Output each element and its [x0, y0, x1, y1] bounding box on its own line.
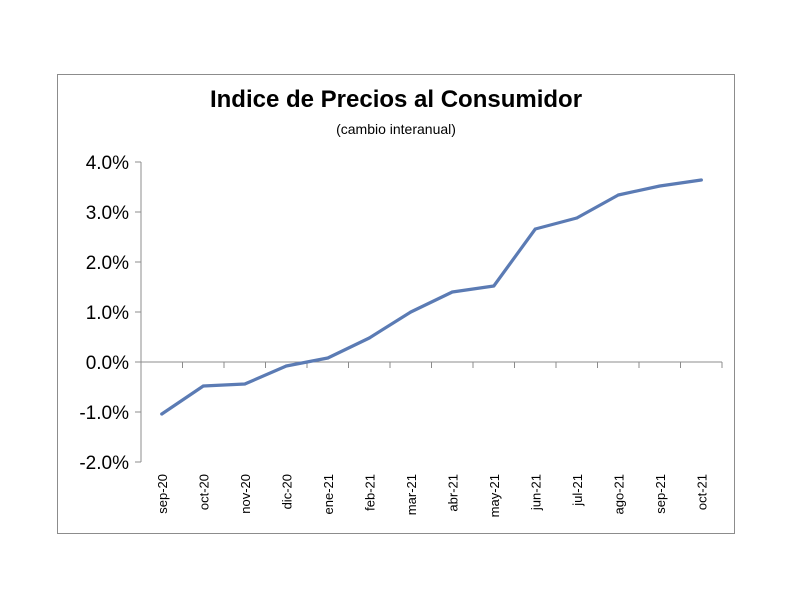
x-tick-label: abr-21 [445, 474, 460, 512]
data-point [160, 412, 164, 416]
data-point [492, 284, 496, 288]
data-point [699, 178, 703, 182]
data-point [367, 336, 371, 340]
data-point [616, 193, 620, 197]
y-tick-label: 1.0% [86, 303, 129, 324]
y-tick-label: 0.0% [86, 353, 129, 374]
series-line [160, 178, 703, 416]
x-tick-label: feb-21 [362, 474, 377, 511]
y-tick-label: -2.0% [79, 453, 129, 474]
x-tick-label: sep-20 [155, 474, 170, 514]
x-tick-label: oct-20 [196, 474, 211, 510]
x-tick-label: mar-21 [404, 474, 419, 515]
y-tick-label: 4.0% [86, 153, 129, 174]
x-tick-label: nov-20 [238, 474, 253, 514]
y-tick-label: 2.0% [86, 253, 129, 274]
y-tick-label: -1.0% [79, 403, 129, 424]
data-point [326, 356, 330, 360]
x-tick-label: jul-21 [570, 474, 585, 507]
chart-subtitle: (cambio interanual) [336, 121, 456, 137]
data-point [201, 384, 205, 388]
data-point [575, 216, 579, 220]
chart-title: Indice de Precios al Consumidor [209, 86, 583, 113]
data-point [409, 310, 413, 314]
x-tick-label: ene-21 [321, 474, 336, 514]
x-tick-label: oct-21 [694, 474, 709, 510]
x-tick-label: may-21 [487, 474, 502, 517]
x-tick-label: ago-21 [611, 474, 626, 514]
x-tick-label: dic-20 [279, 474, 294, 509]
data-point [658, 184, 662, 188]
y-tick-label: 3.0% [86, 203, 129, 224]
data-point [284, 364, 288, 368]
x-tick-label: jun-21 [528, 474, 543, 511]
chart-frame [57, 74, 735, 534]
data-point [243, 382, 247, 386]
x-tick-label: sep-21 [653, 474, 668, 514]
data-point [533, 227, 537, 231]
data-point [450, 290, 454, 294]
